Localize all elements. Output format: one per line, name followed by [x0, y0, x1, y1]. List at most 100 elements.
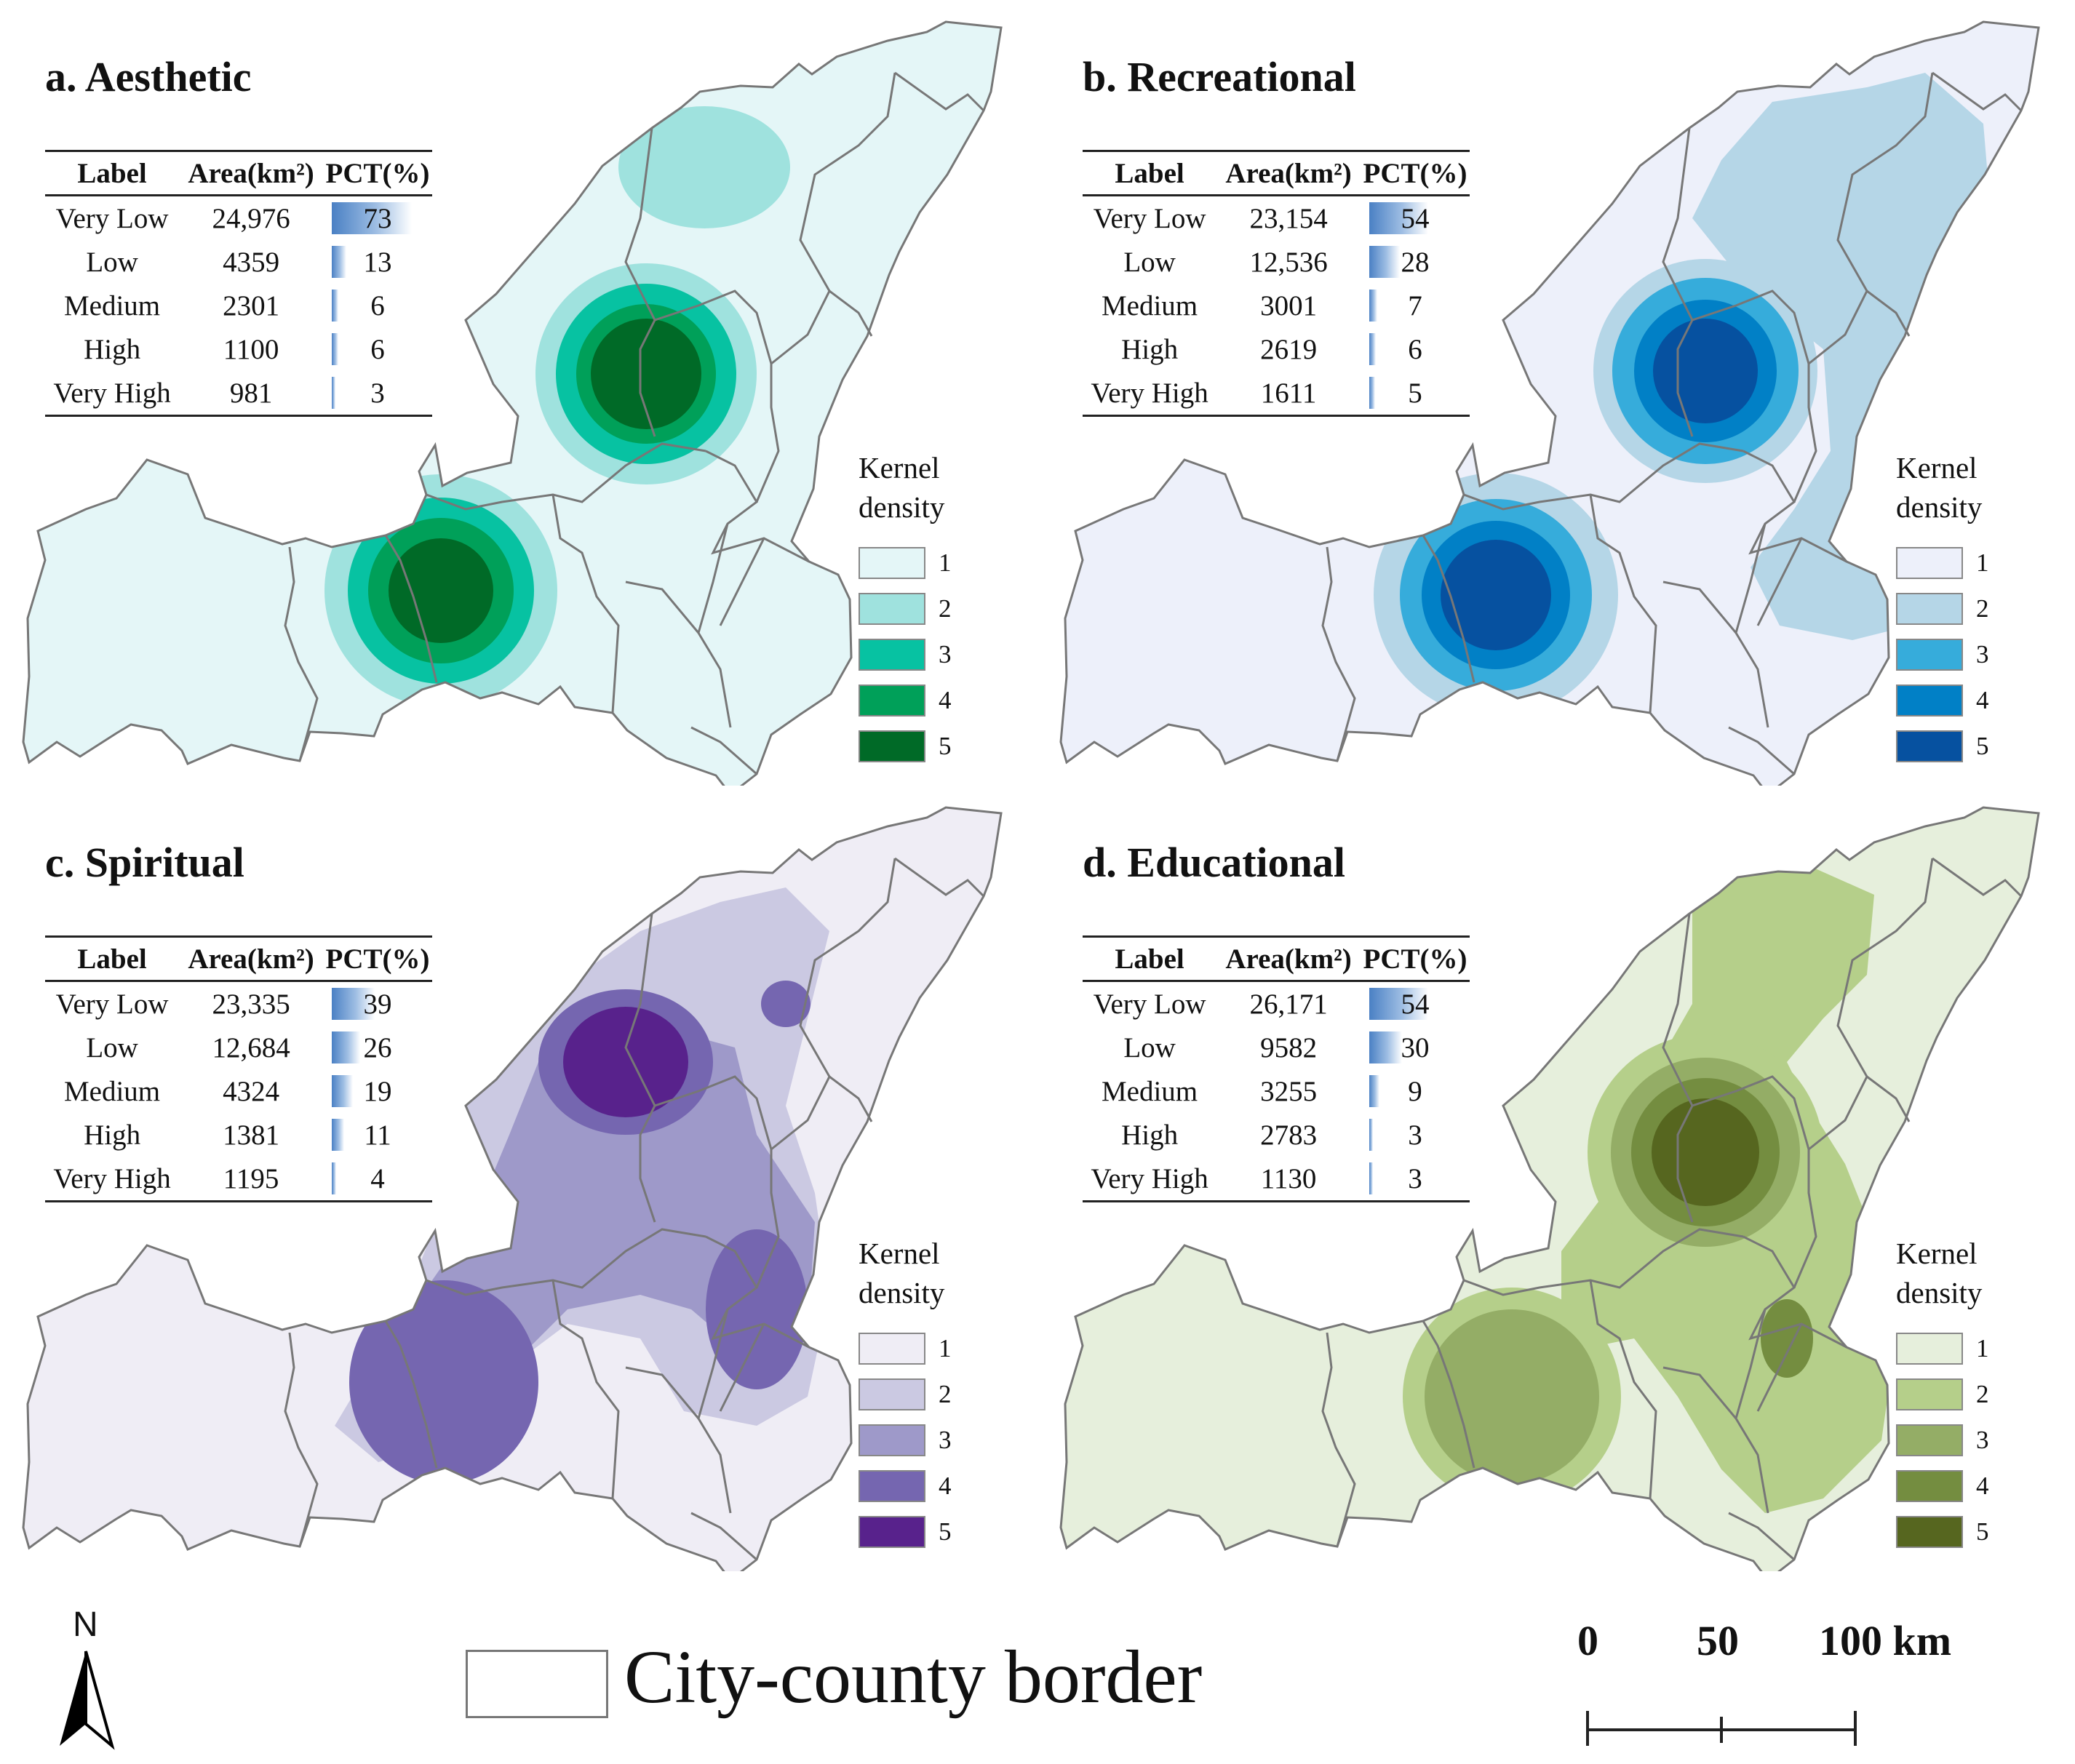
density-blob-4 [563, 1007, 688, 1117]
legend-swatch [1896, 546, 1963, 579]
legend-item: 3 [1896, 631, 2027, 677]
legend-swatch [859, 638, 925, 671]
class-area: 2619 [1260, 333, 1318, 365]
legend-class-number: 2 [939, 1379, 952, 1408]
panel-title: c. Spiritual [45, 839, 244, 886]
county-border-line-5 [624, 127, 656, 437]
legend-class-number: 4 [1976, 1471, 1989, 1500]
north-label: N [73, 1605, 98, 1644]
class-pct: 3 [1361, 1113, 1470, 1157]
kernel-density-legend: Kernel density 1 2 3 4 5 [859, 448, 989, 769]
kernel-density-map [1059, 20, 2040, 786]
county-border-line-3 [1589, 1280, 1657, 1499]
legend-swatch [1896, 1469, 1963, 1502]
pct-bar [332, 1162, 336, 1194]
table-row: Medium 4324 19 [45, 1069, 432, 1113]
density-ring-1-3 [1425, 1309, 1599, 1484]
scale-label-50: 50 [1697, 1617, 1739, 1664]
scale-bar: 0 50 100 km [1572, 1600, 1979, 1760]
legend-item: 2 [859, 586, 989, 631]
county-border-line-13 [1756, 538, 1803, 626]
legend-swatch [859, 1332, 925, 1365]
county-border-line-10 [625, 1366, 700, 1419]
density-zone-north [618, 106, 790, 228]
pct-bar [1369, 333, 1376, 365]
class-pct: 4 [323, 1157, 432, 1202]
pct-bar [1369, 1075, 1379, 1107]
legend-item: 4 [859, 677, 989, 723]
class-area: 2783 [1260, 1119, 1318, 1151]
density-ring-0-5 [389, 538, 493, 643]
class-area: 2301 [223, 290, 280, 322]
legend-title-line1: Kernel [1896, 451, 1978, 484]
county-border-line-13 [719, 1323, 765, 1412]
legend-class-number: 3 [939, 639, 952, 669]
legend-class-number: 4 [1976, 685, 1989, 714]
county-border-line-5 [1662, 913, 1694, 1223]
table-header: Area(km²) [179, 150, 323, 196]
table-row: Medium 3255 9 [1083, 1069, 1470, 1113]
legend-swatch [859, 546, 925, 579]
class-pct: 3 [323, 371, 432, 417]
pct-value: 11 [364, 1119, 391, 1151]
class-area: 3255 [1260, 1075, 1318, 1107]
density-blob-0 [706, 1229, 808, 1389]
county-border-line-8 [1866, 1075, 1911, 1122]
county-border-line-0 [284, 1332, 319, 1547]
table-row: Very Low 24,976 73 [45, 196, 432, 241]
pct-bar [332, 988, 375, 1020]
county-border-line-11 [1728, 726, 1795, 775]
table-header: Area(km²) [1216, 150, 1361, 196]
legend-class-number: 5 [1976, 731, 1989, 760]
table-row: Very Low 23,154 54 [1083, 196, 1470, 241]
map-panel-aesthetic: a. Aesthetic Label Area(km²) PCT(%) Very Low… [0, 0, 1038, 786]
class-area: 4359 [223, 246, 280, 278]
pct-value: 3 [1408, 1162, 1422, 1194]
legend-item: 5 [859, 723, 989, 769]
pct-value: 73 [363, 202, 392, 234]
legend-class-number: 4 [939, 1471, 952, 1500]
kernel-density-legend: Kernel density 1 2 3 4 5 [1896, 448, 2027, 769]
legend-class-number: 1 [1976, 1333, 1989, 1362]
table-row: Medium 3001 7 [1083, 284, 1470, 327]
table-row: Very High 1195 4 [45, 1157, 432, 1202]
table-header: PCT(%) [1361, 150, 1470, 196]
county-border-line-0 [1321, 1332, 1356, 1547]
pct-bar [332, 246, 346, 278]
legend-item: 4 [859, 1463, 989, 1509]
class-area: 1381 [223, 1119, 280, 1151]
legend-title-line1: Kernel [859, 451, 940, 484]
class-label: High [84, 1119, 141, 1151]
class-area: 3001 [1260, 290, 1318, 322]
pct-bar [332, 290, 338, 322]
class-pct: 73 [323, 196, 432, 241]
legend-item: 5 [859, 1509, 989, 1555]
class-area: 1611 [1216, 371, 1361, 417]
county-border-line-7 [1808, 858, 1934, 1151]
class-label: Medium [63, 1075, 161, 1107]
class-pct: 54 [1361, 196, 1470, 241]
county-border-line-0 [1321, 546, 1356, 762]
pct-value: 39 [363, 988, 392, 1020]
class-label: Medium [63, 290, 161, 322]
density-ring-1-5 [591, 319, 701, 429]
legend-swatch [859, 684, 925, 717]
legend-swatch [859, 1424, 925, 1456]
class-area: 9582 [1260, 1031, 1318, 1063]
legend-item: 2 [1896, 586, 2027, 631]
table-header: PCT(%) [1361, 935, 1470, 982]
kernel-density-map [1059, 806, 2040, 1571]
class-label: Very Low [55, 988, 169, 1020]
county-border-line-1 [1422, 535, 1475, 683]
area-stats-table: Label Area(km²) PCT(%) Very Low 23,154 54 Low 1… [1083, 150, 1470, 417]
legend-item: 1 [1896, 1325, 2027, 1371]
class-pct: 6 [323, 284, 432, 327]
table-row: Low 12,684 26 [45, 1026, 432, 1069]
legend-swatch [1896, 1378, 1963, 1410]
class-label: Very Low [55, 202, 169, 234]
pct-value: 13 [363, 246, 392, 278]
legend-swatch [859, 1469, 925, 1502]
density-spot-east [1761, 1299, 1813, 1378]
legend-class-number: 3 [939, 1425, 952, 1454]
class-area: 1195 [179, 1157, 323, 1202]
